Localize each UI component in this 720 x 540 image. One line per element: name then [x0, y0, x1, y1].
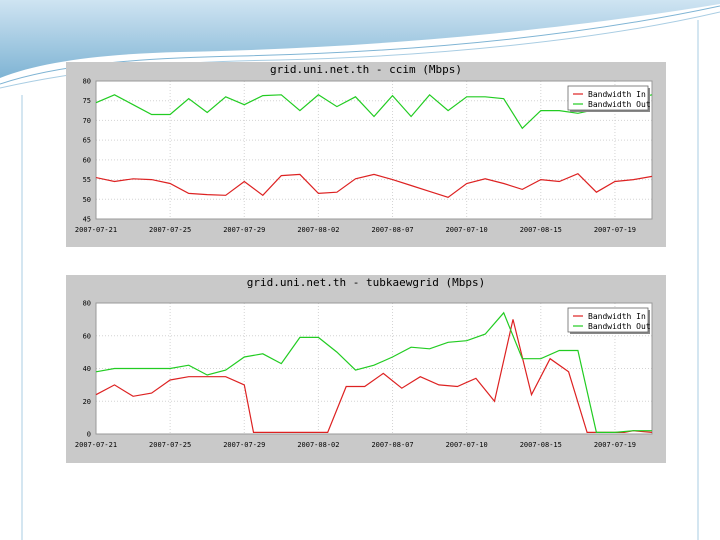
legend-box — [567, 307, 649, 333]
x-tick-label: 2007-08-02 — [297, 441, 339, 449]
x-tick-label: 2007-07-29 — [223, 441, 265, 449]
x-tick-label: 2007-08-07 — [371, 441, 413, 449]
y-tick-label: 60 — [83, 332, 91, 340]
x-tick-label: 2007-07-21 — [75, 441, 117, 449]
plot-frame — [95, 302, 653, 435]
x-tick-label: 2007-08-15 — [520, 226, 562, 234]
y-tick-label: 20 — [83, 398, 91, 406]
legend-box — [567, 85, 649, 111]
chart-title: grid.uni.net.th - ccim (Mbps) — [269, 63, 463, 76]
x-tick-label: 2007-07-10 — [446, 226, 488, 234]
y-tick-label: 40 — [83, 365, 91, 373]
y-tick-label: 80 — [83, 300, 91, 308]
y-tick-label: 75 — [83, 97, 91, 105]
y-tick-label: 70 — [83, 117, 91, 125]
y-tick-label: 65 — [83, 137, 91, 145]
chart-title: grid.uni.net.th - tubkaewgrid (Mbps) — [246, 276, 486, 289]
x-tick-label: 2007-07-19 — [594, 226, 636, 234]
series-line-bandwidth-out — [95, 93, 653, 130]
legend-label: Bandwidth Out — [588, 100, 651, 109]
y-tick-label: 50 — [83, 196, 91, 204]
chart-svg-ccim: 45 50 55 60 65 70 75 80 2007-07-21 2007-07-25 2007… — [75, 78, 653, 234]
chart-panel-tubkaewgrid: 0 20 40 60 80 2007-07-21 2007-07-25 2007-07-29 2… — [66, 275, 666, 463]
legend-label: Bandwidth In — [588, 90, 646, 99]
plot-frame — [95, 80, 653, 220]
chart-svg-tubkaewgrid: 0 20 40 60 80 2007-07-21 2007-07-25 2007-07-29 2… — [75, 300, 653, 449]
top-wave-band — [0, 0, 720, 78]
x-tick-label: 2007-08-15 — [520, 441, 562, 449]
x-tick-label: 2007-07-25 — [149, 226, 191, 234]
x-tick-label: 2007-07-19 — [594, 441, 636, 449]
x-tick-label: 2007-08-02 — [297, 226, 339, 234]
plot-area — [96, 303, 652, 434]
legend-label: Bandwidth Out — [588, 322, 651, 331]
series-line-bandwidth-in — [95, 319, 653, 433]
legend-label: Bandwidth In — [588, 312, 646, 321]
chart-panel-ccim: 45 50 55 60 65 70 75 80 2007-07-21 2007-07-25 2007… — [66, 62, 666, 247]
x-tick-label: 2007-07-21 — [75, 226, 117, 234]
x-tick-label: 2007-07-10 — [446, 441, 488, 449]
y-tick-label: 0 — [87, 431, 91, 439]
x-tick-label: 2007-07-29 — [223, 226, 265, 234]
y-tick-label: 80 — [83, 78, 91, 86]
y-tick-label: 55 — [83, 176, 91, 184]
series-line-bandwidth-out — [95, 311, 652, 433]
x-tick-label: 2007-07-25 — [149, 441, 191, 449]
series-line-bandwidth-in — [95, 172, 653, 198]
x-tick-label: 2007-08-07 — [371, 226, 413, 234]
plot-area — [96, 81, 652, 219]
y-tick-label: 60 — [83, 156, 91, 164]
y-tick-label: 45 — [83, 216, 91, 224]
